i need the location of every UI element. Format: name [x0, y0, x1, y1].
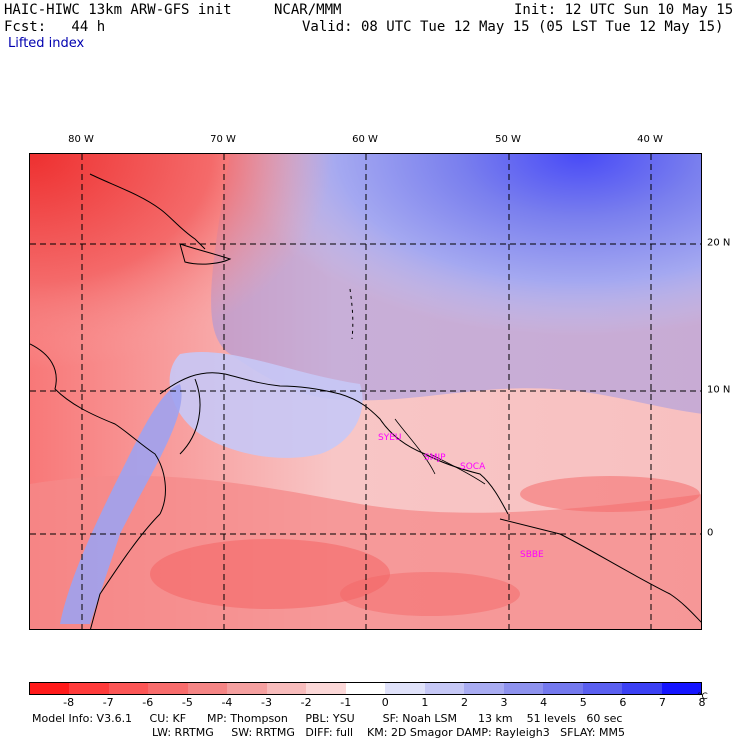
colorbar-swatch [543, 683, 583, 694]
lat-lon-grid [30, 154, 701, 629]
colorbar-tick-label: -7 [102, 696, 114, 709]
colorbar-tick-label: -6 [142, 696, 154, 709]
lon-label-50w: 50 W [495, 134, 521, 145]
colorbar-tick-label: 0 [381, 696, 389, 709]
colorbar-swatch [345, 683, 386, 694]
lat-label-10n: 10 N [707, 384, 731, 396]
colorbar-tick-label: 1 [421, 696, 429, 709]
station-smjp: SMJP [424, 453, 446, 463]
colorbar-tick-label: -8 [63, 696, 75, 709]
colorbar-swatch [108, 683, 149, 694]
colorbar-tick-label: 8 [698, 696, 706, 709]
colorbar-tick-label: 3 [500, 696, 508, 709]
model-info-line2: LW: RRTMG SW: RRTMG DIFF: full KM: 2D Sm… [152, 726, 625, 739]
north-south-america-coast [159, 372, 509, 515]
atlantic-red-streak [520, 476, 700, 512]
guiana-borders [394, 418, 486, 485]
amazon-red-blob-1 [150, 539, 390, 609]
station-soca: SOCA [460, 462, 486, 472]
organization-label: NCAR/MMM [274, 2, 342, 18]
lon-label-70w: 70 W [210, 134, 236, 145]
colorbar-tick-label: 7 [658, 696, 666, 709]
lon-label-40w: 40 W [637, 134, 663, 145]
valid-time: Valid: 08 UTC Tue 12 May 15 (05 LST Tue … [302, 19, 724, 35]
colorbar-swatch [306, 683, 346, 694]
colorbar-tick-label: 5 [579, 696, 587, 709]
init-time: Init: 12 UTC Sun 10 May 15 [514, 2, 734, 18]
colorbar-swatch [503, 683, 544, 694]
colorbar [29, 682, 702, 695]
lesser-antilles [349, 288, 354, 340]
brazil-coast [499, 518, 701, 623]
colorbar-swatch [69, 683, 109, 694]
map-canvas: SYEU SMJP SOCA SBBE [30, 154, 701, 629]
field-name: Lifted index [8, 36, 85, 51]
colorbar-swatch [187, 683, 228, 694]
colorbar-tick-label: 4 [540, 696, 548, 709]
colorbar-swatch [622, 683, 662, 694]
model-title: HAIC-HIWC 13km ARW-GFS init [4, 2, 232, 18]
colorbar-tick-label: -4 [221, 696, 233, 709]
central-america-coast [30, 343, 166, 515]
lat-label-equator: 0 [707, 527, 714, 539]
lat-label-20n: 20 N [707, 237, 731, 249]
amazon-red-blob-2 [340, 572, 520, 616]
colorbar-swatch [582, 683, 623, 694]
lon-label-60w: 60 W [352, 134, 378, 145]
colorbar-tick-label: -3 [261, 696, 272, 709]
station-syeu: SYEU [378, 433, 401, 443]
station-sbbe: SBBE [520, 550, 544, 560]
hispaniola-coast [179, 243, 232, 265]
lon-label-80w: 80 W [68, 134, 94, 145]
colorbar-swatch [424, 683, 465, 694]
lifted-index-map: SYEU SMJP SOCA SBBE [29, 153, 702, 630]
coastlines [30, 173, 701, 629]
colorbar-tick-label: 2 [460, 696, 468, 709]
colorbar-swatch [30, 683, 70, 694]
colorbar-swatch [148, 683, 188, 694]
colorbar-swatch [385, 683, 425, 694]
colorbar-tick-label: -5 [181, 696, 193, 709]
colorbar-swatch [266, 683, 307, 694]
maracaibo-coast [179, 378, 201, 455]
colorbar-swatch [227, 683, 267, 694]
colorbar-unit: °C [697, 692, 708, 702]
colorbar-tick-label: -1 [340, 696, 352, 709]
cuba-coast [89, 173, 206, 250]
forecast-hour: Fcst: 44 h [4, 19, 106, 35]
colorbar-tick-label: 6 [619, 696, 627, 709]
colorbar-swatch [464, 683, 504, 694]
colorbar-swatch [661, 683, 701, 694]
colorbar-tick-label: -2 [300, 696, 312, 709]
pacific-south-america-coast [90, 513, 161, 629]
model-info-line1: Model Info: V3.6.1 CU: KF MP: Thompson P… [32, 712, 623, 725]
